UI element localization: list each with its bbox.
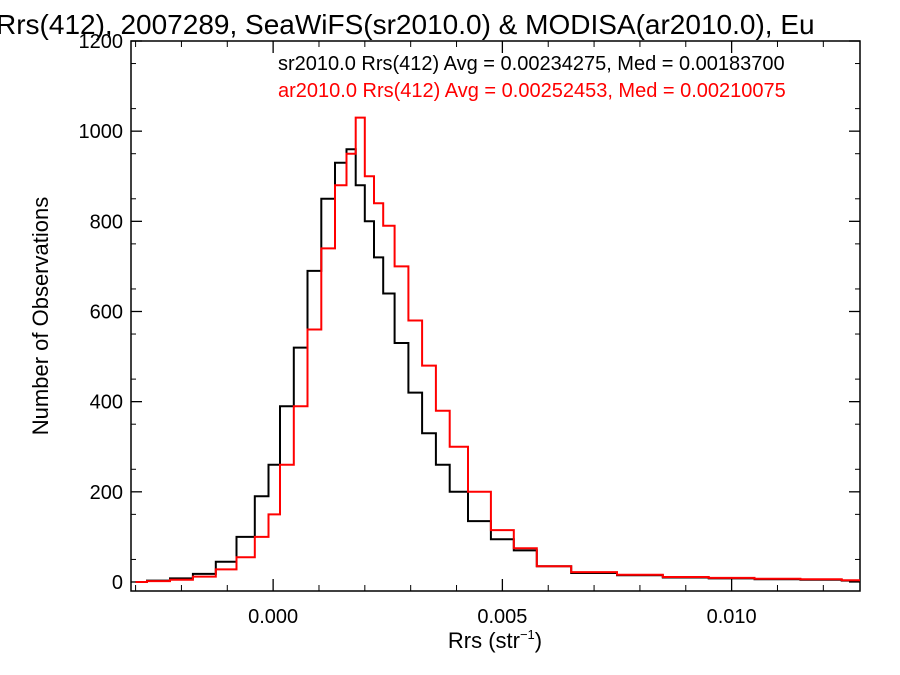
x-axis-label: Rrs (str−1) [448, 627, 542, 653]
y-tick-label: 200 [90, 482, 123, 504]
y-tick-label: 0 [112, 572, 123, 594]
plot-frame [130, 40, 861, 592]
chart-title: Rrs(412), 2007289, SeaWiFS(sr2010.0) & M… [0, 9, 815, 40]
y-tick-label: 400 [90, 392, 123, 414]
y-tick-label: 1200 [79, 31, 124, 53]
x-axis-label-close: ) [535, 628, 542, 653]
y-tick-label: 600 [90, 301, 123, 323]
x-tick-label: 0.000 [248, 606, 298, 628]
annotation-black: sr2010.0 Rrs(412) Avg = 0.00234275, Med … [278, 53, 785, 75]
x-axis-label-sup: −1 [520, 627, 535, 642]
y-tick-label: 1000 [79, 121, 124, 143]
x-tick-label: 0.010 [707, 606, 757, 628]
y-tick-label: 800 [90, 211, 123, 233]
x-tick-label: 0.005 [477, 606, 527, 628]
y-axis-ticks: 0 200 400 600 800 1000 1200 [79, 31, 860, 594]
series-lines [135, 116, 860, 583]
annotation-red: ar2010.0 Rrs(412) Avg = 0.00252453, Med … [278, 80, 786, 102]
series-line-black [135, 148, 860, 583]
x-axis-ticks: 0.000 0.005 0.010 [135, 41, 824, 628]
x-axis-label-main: Rrs (str [448, 628, 520, 653]
series-line-red [135, 116, 860, 583]
y-axis-label: Number of Observations [28, 197, 53, 435]
